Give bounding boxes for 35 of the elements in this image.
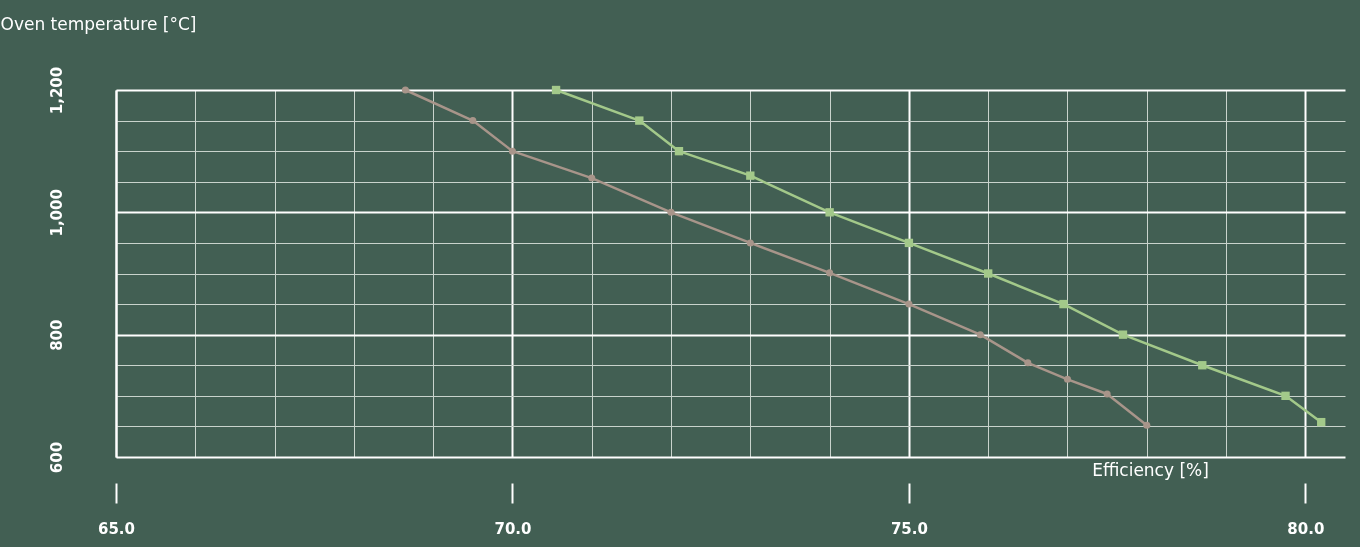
point — [1063, 375, 1072, 383]
y-tick-label: 800 — [47, 319, 66, 351]
point — [1024, 359, 1032, 367]
point — [976, 331, 984, 339]
point — [1103, 390, 1111, 398]
point — [674, 146, 684, 156]
point — [588, 174, 596, 182]
point — [825, 208, 834, 217]
x-axis-title: Efficiency [%] — [1092, 459, 1209, 480]
point — [667, 208, 675, 216]
point — [905, 300, 913, 308]
x-tick-label: 70.0 — [494, 519, 532, 538]
point — [746, 239, 754, 247]
x-tick-label: 80.0 — [1287, 519, 1325, 538]
y-tick-label: 1,200 — [47, 66, 66, 115]
point — [469, 117, 477, 125]
y-tick-label: 600 — [47, 441, 66, 474]
point — [904, 238, 914, 248]
x-tick-label: 65.0 — [97, 519, 136, 538]
y-tick-label: 1,000 — [47, 189, 66, 237]
point — [1118, 330, 1128, 339]
point — [1281, 391, 1290, 401]
y-axis-title: Oven temperature [°C] — [0, 13, 197, 34]
point — [635, 116, 644, 125]
point — [1059, 299, 1068, 309]
point — [984, 269, 993, 278]
point — [401, 86, 409, 94]
point — [551, 85, 561, 95]
point — [1317, 417, 1326, 427]
point — [746, 171, 755, 180]
point — [1143, 421, 1151, 429]
point — [1198, 361, 1207, 370]
x-tick-label: 75.0 — [890, 519, 928, 538]
point — [508, 147, 516, 155]
point — [826, 269, 834, 277]
